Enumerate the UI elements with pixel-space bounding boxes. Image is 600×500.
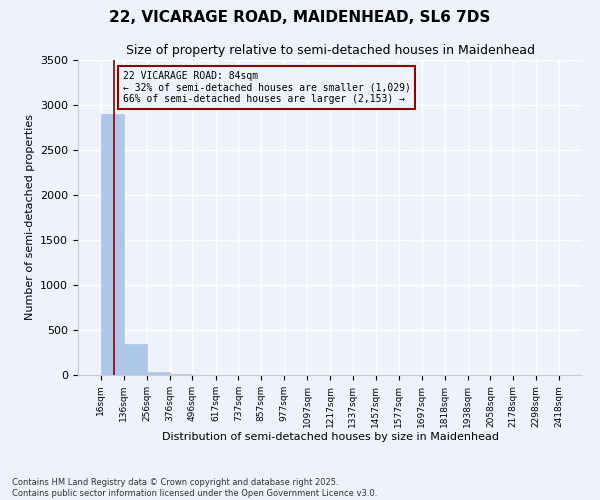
- Bar: [124, 344, 146, 375]
- Bar: [146, 372, 170, 375]
- Y-axis label: Number of semi-detached properties: Number of semi-detached properties: [25, 114, 35, 320]
- Text: 22 VICARAGE ROAD: 84sqm
← 32% of semi-detached houses are smaller (1,029)
66% of: 22 VICARAGE ROAD: 84sqm ← 32% of semi-de…: [122, 71, 410, 104]
- Bar: [170, 374, 193, 375]
- X-axis label: Distribution of semi-detached houses by size in Maidenhead: Distribution of semi-detached houses by …: [161, 432, 499, 442]
- Title: Size of property relative to semi-detached houses in Maidenhead: Size of property relative to semi-detach…: [125, 44, 535, 58]
- Bar: [101, 114, 124, 375]
- Text: Contains HM Land Registry data © Crown copyright and database right 2025.
Contai: Contains HM Land Registry data © Crown c…: [12, 478, 377, 498]
- Text: 22, VICARAGE ROAD, MAIDENHEAD, SL6 7DS: 22, VICARAGE ROAD, MAIDENHEAD, SL6 7DS: [109, 10, 491, 25]
